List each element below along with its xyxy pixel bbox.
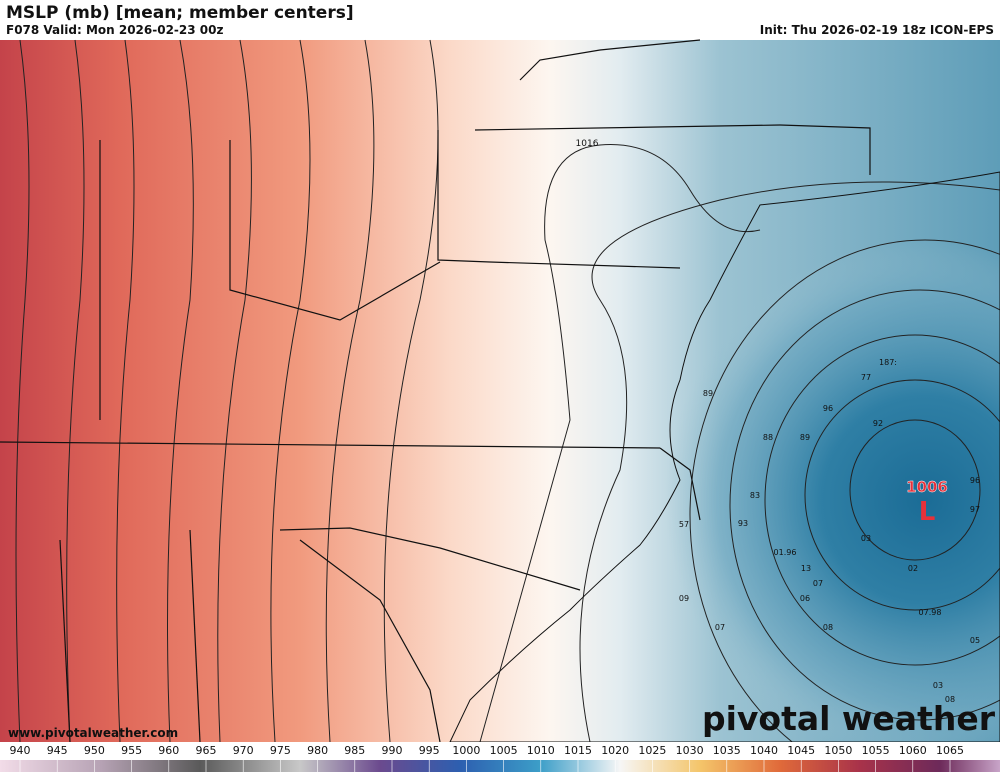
member-center-label: 77 bbox=[861, 373, 871, 382]
member-center-label: 08 bbox=[823, 623, 833, 632]
member-center-label: 96 bbox=[823, 404, 833, 413]
member-center-label: 06 bbox=[800, 594, 810, 603]
colorbar-tick-label: 1040 bbox=[750, 744, 778, 757]
colorbar-tick-label: 980 bbox=[307, 744, 328, 757]
colorbar-tick-label: 1010 bbox=[527, 744, 555, 757]
watermark-brand: pivotal weather bbox=[702, 699, 996, 738]
header: MSLP (mb) [mean; member centers] F078 Va… bbox=[0, 0, 1000, 40]
colorbar-tick-label: 950 bbox=[84, 744, 105, 757]
member-center-label: 93 bbox=[738, 519, 748, 528]
member-center-label: 97 bbox=[970, 505, 980, 514]
low-pressure-value: 1006 bbox=[906, 478, 948, 496]
colorbar-tick-label: 1005 bbox=[490, 744, 518, 757]
member-center-label: 83 bbox=[750, 491, 760, 500]
colorbar-tick-label: 965 bbox=[196, 744, 217, 757]
member-center-label: 07.98 bbox=[919, 608, 942, 617]
member-center-label: 89 bbox=[703, 389, 713, 398]
member-center-label: 09 bbox=[679, 594, 689, 603]
colorbar-tick-label: 995 bbox=[419, 744, 440, 757]
colorbar-tick-label: 975 bbox=[270, 744, 291, 757]
colorbar-tick-label: 1055 bbox=[862, 744, 890, 757]
colorbar-tick-label: 1050 bbox=[824, 744, 852, 757]
colorbar-tick-label: 990 bbox=[382, 744, 403, 757]
member-center-label: 57 bbox=[679, 520, 689, 529]
member-center-label: 89 bbox=[800, 433, 810, 442]
colorbar-tick-label: 1060 bbox=[899, 744, 927, 757]
member-center-label: 07 bbox=[813, 579, 823, 588]
member-center-label: 96 bbox=[970, 476, 980, 485]
member-center-label: 187: bbox=[879, 358, 897, 367]
low-shading bbox=[0, 40, 1000, 742]
colorbar-tick-label: 960 bbox=[158, 744, 179, 757]
coastline bbox=[449, 171, 1000, 743]
member-center-label: 03 bbox=[861, 534, 871, 543]
member-center-label: 02 bbox=[908, 564, 918, 573]
valid-time: F078 Valid: Mon 2026-02-23 00z bbox=[6, 23, 224, 37]
colorbar bbox=[0, 760, 1000, 772]
colorbar-tick-label: 1000 bbox=[452, 744, 480, 757]
member-center-label: 05 bbox=[970, 636, 980, 645]
init-time: Init: Thu 2026-02-19 18z ICON-EPS bbox=[759, 23, 994, 37]
watermark-url: www.pivotalweather.com bbox=[8, 726, 178, 740]
member-center-label: 07 bbox=[715, 623, 725, 632]
colorbar-tick-label: 985 bbox=[344, 744, 365, 757]
colorbar-tick-label: 1015 bbox=[564, 744, 592, 757]
colorbar-tick-label: 1030 bbox=[676, 744, 704, 757]
colorbar-tick-label: 945 bbox=[47, 744, 68, 757]
colorbar-tick-label: 955 bbox=[121, 744, 142, 757]
isobar-label: 1016 bbox=[576, 139, 599, 149]
state-borders bbox=[0, 39, 871, 743]
member-center-label: 92 bbox=[873, 419, 883, 428]
colorbar-tick-label: 1025 bbox=[638, 744, 666, 757]
member-center-label: 01.96 bbox=[774, 548, 797, 557]
low-symbol: L bbox=[919, 497, 936, 527]
colorbar-tick-label: 1020 bbox=[601, 744, 629, 757]
isobars bbox=[15, 39, 1000, 772]
member-center-label: 08 bbox=[945, 695, 955, 704]
colorbar-tick-label: 1065 bbox=[936, 744, 964, 757]
colorbar-tick-label: 1045 bbox=[787, 744, 815, 757]
member-center-label: 88 bbox=[763, 433, 773, 442]
colorbar-tick-label: 1035 bbox=[713, 744, 741, 757]
colorbar-tick-label: 940 bbox=[10, 744, 31, 757]
member-center-label: 13 bbox=[801, 564, 811, 573]
member-center-label: 03 bbox=[933, 681, 943, 690]
map-title: MSLP (mb) [mean; member centers] bbox=[6, 3, 354, 23]
colorbar-tick-label: 970 bbox=[233, 744, 254, 757]
